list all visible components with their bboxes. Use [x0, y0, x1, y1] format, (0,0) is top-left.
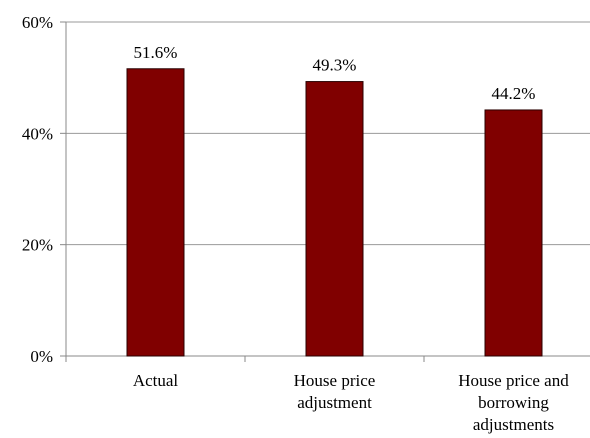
y-tick-label: 40% — [22, 124, 53, 143]
category-label: House price — [294, 371, 376, 390]
labels: 0% 20% 40% 60% 51.6% Actual 49.3% House price ad… — [22, 13, 569, 434]
bar — [126, 68, 185, 357]
y-tick-label: 20% — [22, 236, 53, 255]
category-label: Actual — [133, 371, 179, 390]
category-label: House price and — [458, 371, 569, 390]
data-label: 49.3% — [313, 56, 357, 75]
category-label: borrowing — [478, 393, 549, 412]
y-tick-label: 0% — [30, 347, 53, 366]
bars — [126, 68, 543, 357]
data-label: 44.2% — [492, 84, 536, 103]
category-label: adjustments — [473, 415, 554, 434]
y-tick-label: 60% — [22, 13, 53, 32]
category-label: adjustment — [297, 393, 372, 412]
bar — [484, 109, 543, 357]
data-label: 51.6% — [134, 43, 178, 62]
bar — [305, 81, 364, 357]
